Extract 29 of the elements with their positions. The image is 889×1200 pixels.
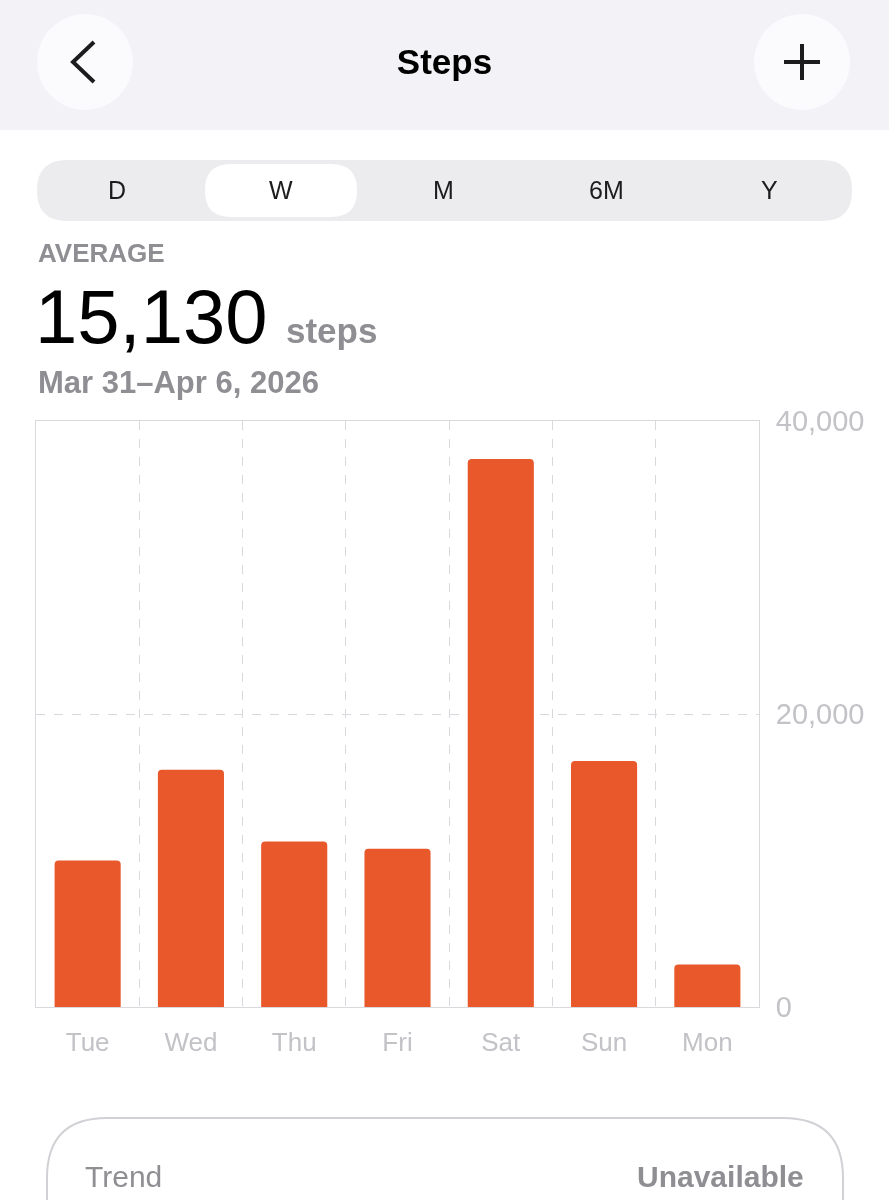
x-tick-label: Sat [481, 1027, 522, 1058]
y-tick-label: 0 [775, 991, 792, 1024]
bar [364, 848, 431, 1007]
x-tick-label: Sun [580, 1027, 628, 1058]
text: Y [761, 176, 778, 204]
text: AVERAGE [38, 238, 165, 268]
bar [261, 841, 328, 1007]
y-tick-label: 20,000 [775, 698, 865, 731]
x-tick-label: Wed [164, 1027, 218, 1058]
text: Mar 31–Apr 6, 2026 [38, 365, 319, 400]
bar [54, 860, 121, 1007]
chart-title: Steps [396, 42, 493, 82]
bar [674, 964, 741, 1007]
x-tick-label: Thu [271, 1027, 317, 1058]
bar [467, 459, 534, 1007]
y-tick-label: 40,000 [775, 405, 865, 438]
text: W [269, 176, 293, 204]
text: Unavailable [637, 1160, 804, 1193]
text: 6M [589, 176, 624, 204]
text: D [108, 176, 127, 204]
text: Trend [85, 1160, 163, 1193]
text: steps [286, 311, 378, 350]
bar [157, 769, 224, 1007]
text: M [433, 176, 454, 204]
text: 15,130 [35, 274, 268, 359]
x-tick-label: Tue [65, 1027, 110, 1058]
x-tick-label: Fri [382, 1027, 413, 1058]
bar [571, 760, 638, 1007]
x-tick-label: Mon [682, 1027, 733, 1058]
